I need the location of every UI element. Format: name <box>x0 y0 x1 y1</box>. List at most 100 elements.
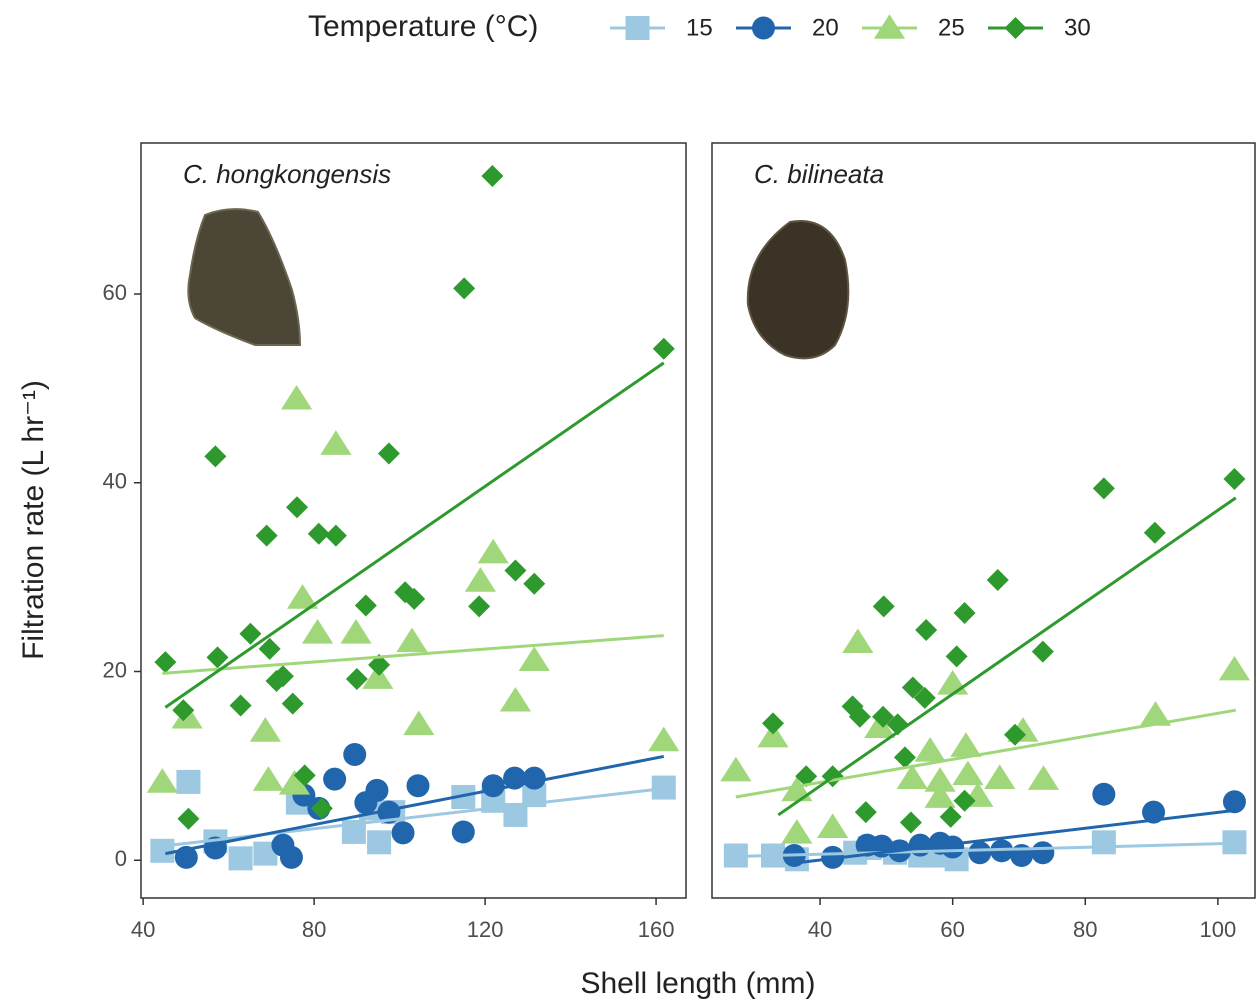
point <box>500 687 531 712</box>
legend-marker <box>1005 17 1027 39</box>
shell-image <box>188 209 300 345</box>
point <box>1092 830 1116 854</box>
point <box>984 764 1015 789</box>
point <box>1223 468 1245 490</box>
point <box>1092 783 1115 806</box>
point <box>781 819 812 844</box>
x-tick-label: 160 <box>638 917 675 942</box>
point <box>855 801 877 823</box>
point <box>365 779 388 802</box>
point <box>392 821 415 844</box>
legend-title: Temperature (°C) <box>308 10 538 43</box>
point <box>355 594 377 616</box>
point <box>842 628 873 653</box>
x-tick-label: 40 <box>808 917 832 942</box>
point <box>1219 656 1250 681</box>
point <box>941 836 964 859</box>
legend-marker <box>752 17 775 40</box>
point <box>147 768 178 793</box>
point <box>653 338 675 360</box>
trend-line <box>736 710 1236 797</box>
point <box>987 569 1009 591</box>
legend-label: 15 <box>686 14 713 41</box>
point <box>900 812 922 834</box>
point <box>302 619 333 644</box>
point <box>150 839 174 863</box>
point <box>940 806 962 828</box>
point <box>256 525 278 547</box>
y-tick-label: 0 <box>115 846 127 871</box>
point <box>946 645 968 667</box>
point <box>320 430 351 455</box>
point <box>325 525 347 547</box>
y-tick-label: 60 <box>103 280 127 305</box>
point <box>229 846 253 870</box>
point <box>873 595 895 617</box>
chart: Temperature (°C) Shell length (mm) Filtr… <box>0 0 1260 1008</box>
point <box>950 732 981 757</box>
point <box>286 496 308 518</box>
point <box>406 774 429 797</box>
point <box>308 523 330 545</box>
point <box>762 712 784 734</box>
point <box>453 277 475 299</box>
point <box>465 567 496 592</box>
y-axis-label: Filtration rate (L hr⁻¹) <box>17 380 50 660</box>
point <box>968 841 991 864</box>
point <box>952 761 983 786</box>
point <box>343 743 366 766</box>
legend-marker <box>626 16 650 40</box>
point <box>954 602 976 624</box>
point <box>519 646 550 671</box>
point <box>1028 765 1059 790</box>
point <box>648 727 679 752</box>
point <box>482 774 505 797</box>
panel-title: C. bilineata <box>754 159 884 189</box>
point <box>478 539 509 564</box>
point <box>523 573 545 595</box>
point <box>523 767 546 790</box>
trend-line <box>165 756 663 853</box>
point <box>1144 522 1166 544</box>
point <box>340 619 371 644</box>
point <box>396 628 427 653</box>
legend-label: 25 <box>938 14 965 41</box>
point <box>1093 477 1115 499</box>
x-tick-label: 80 <box>302 917 326 942</box>
point <box>1031 841 1054 864</box>
legend-label: 20 <box>812 14 839 41</box>
trend-line <box>778 498 1235 815</box>
point <box>937 670 968 695</box>
point <box>250 717 281 742</box>
x-tick-label: 60 <box>940 917 964 942</box>
shell-image <box>748 221 849 358</box>
point <box>323 768 346 791</box>
background <box>188 209 848 358</box>
point <box>230 694 252 716</box>
x-tick-label: 40 <box>131 917 155 942</box>
y-tick-label: 20 <box>103 657 127 682</box>
point <box>915 737 946 762</box>
point <box>915 619 937 641</box>
legend-label: 30 <box>1064 14 1091 41</box>
point <box>378 442 400 464</box>
x-tick-label: 100 <box>1200 917 1237 942</box>
point <box>481 165 503 187</box>
point <box>176 770 200 794</box>
point <box>367 830 391 854</box>
point <box>282 693 304 715</box>
point <box>280 846 303 869</box>
panel-title: C. hongkongensis <box>183 159 391 189</box>
point <box>281 385 312 410</box>
y-tick-label: 40 <box>103 469 127 494</box>
x-tick-label: 80 <box>1073 917 1097 942</box>
point <box>204 445 226 467</box>
x-axis-label: Shell length (mm) <box>580 967 815 1000</box>
point <box>720 757 751 782</box>
point <box>1032 641 1054 663</box>
point <box>253 766 284 791</box>
point <box>154 651 176 673</box>
point <box>403 711 434 736</box>
point <box>468 595 490 617</box>
point <box>652 776 676 800</box>
